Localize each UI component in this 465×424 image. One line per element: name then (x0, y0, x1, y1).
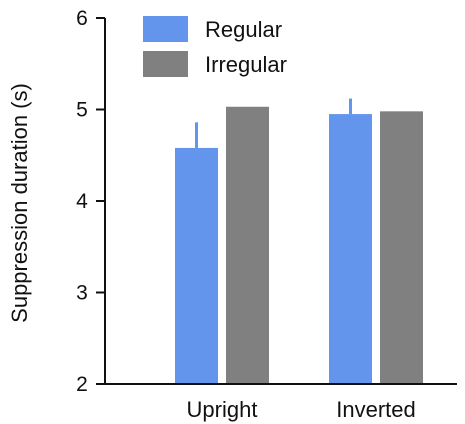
legend: Regular Irregular (143, 16, 287, 77)
bar-irregular-inverted (380, 111, 423, 384)
y-tick-label: 3 (76, 282, 88, 305)
y-tick-label: 4 (76, 190, 88, 213)
legend-swatch-regular (143, 16, 188, 42)
x-category-label: Inverted (336, 397, 416, 422)
y-ticks: 2 3 4 5 6 (76, 7, 105, 396)
y-axis-title: Suppression duration (s) (7, 83, 32, 323)
y-tick-label: 6 (76, 7, 88, 30)
bar-regular-upright (175, 147, 218, 384)
bar-irregular-upright (226, 106, 269, 384)
y-tick-label: 5 (76, 99, 88, 122)
legend-label-regular: Regular (205, 17, 282, 42)
y-tick-label: 2 (76, 373, 88, 396)
bars (175, 98, 423, 384)
legend-swatch-irregular (143, 51, 188, 77)
legend-label-irregular: Irregular (205, 52, 287, 77)
bar-regular-inverted (329, 114, 372, 384)
x-category-labels: Upright Inverted (187, 397, 416, 422)
x-category-label: Upright (187, 397, 258, 422)
